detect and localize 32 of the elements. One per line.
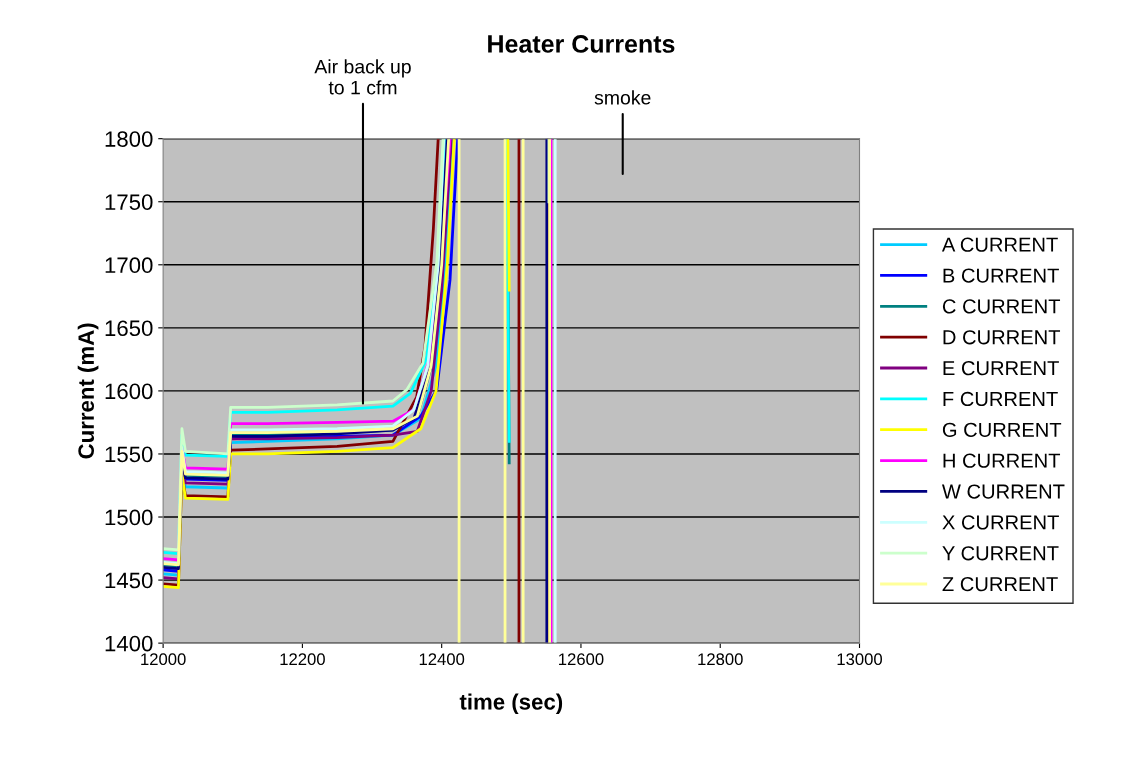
- y-tick-label: 1400: [105, 635, 153, 652]
- y-tick-label: 1550: [105, 446, 153, 463]
- y-tick-label: 1600: [105, 383, 153, 400]
- legend-label: G CURRENT: [942, 422, 1062, 437]
- y-tick-label: 1800: [105, 131, 153, 147]
- legend-label: D CURRENT: [943, 330, 1061, 345]
- y-tick-label: 1500: [105, 509, 153, 526]
- x-axis-title: time (sec): [459, 693, 563, 715]
- y-tick-label: 1450: [105, 572, 153, 589]
- annotation: Air back up to 1 cfm: [314, 59, 411, 95]
- legend-label: Z CURRENT: [942, 576, 1058, 592]
- legend-label: W CURRENT: [941, 484, 1065, 499]
- y-axis-title: Current (mA): [77, 323, 99, 459]
- y-tick-label: 1750: [105, 194, 153, 211]
- legend-label: C CURRENT: [942, 299, 1061, 314]
- legend-label: B CURRENT: [943, 268, 1059, 283]
- text: smoke: [594, 90, 651, 105]
- x-tick-label: 12400: [419, 653, 465, 666]
- x-tick-label: 12600: [559, 653, 604, 666]
- legend-label: X CURRENT: [942, 515, 1059, 530]
- x-tick-label: 13000: [837, 653, 883, 666]
- chart-title: Heater Currents: [488, 35, 675, 53]
- x-tick-label: 12200: [280, 653, 325, 666]
- legend-label: H CURRENT: [943, 453, 1061, 468]
- legend-label: Y CURRENT: [942, 546, 1059, 561]
- y-tick-label: 1650: [105, 320, 153, 337]
- y-tick-label: 1700: [105, 257, 153, 274]
- x-tick-label: 12800: [698, 653, 743, 666]
- x-tick-label: 12000: [141, 653, 186, 666]
- legend-label: F CURRENT: [943, 391, 1058, 407]
- legend-label: A CURRENT: [941, 237, 1058, 252]
- legend-label: E CURRENT: [943, 360, 1059, 376]
